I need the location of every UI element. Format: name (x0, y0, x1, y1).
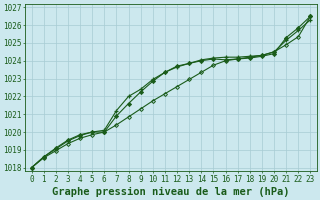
X-axis label: Graphe pression niveau de la mer (hPa): Graphe pression niveau de la mer (hPa) (52, 186, 290, 197)
